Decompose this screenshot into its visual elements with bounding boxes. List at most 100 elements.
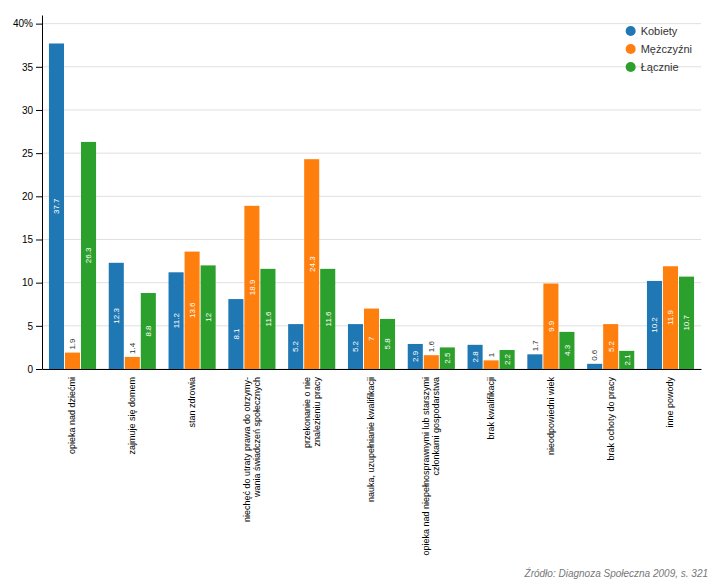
tick: niechęć do utraty prawa do otrzymy-wania… bbox=[242, 377, 262, 522]
tick: zajmuje się domem bbox=[127, 377, 137, 455]
data-label: 1.4 bbox=[128, 342, 137, 354]
tick-label: nauka, uzupełnianie kwalifikacji bbox=[366, 377, 376, 502]
bar bbox=[647, 281, 662, 369]
data-label: 18.9 bbox=[248, 279, 257, 295]
tick-label: opieka nad dziećmi bbox=[67, 377, 77, 454]
grid-line bbox=[42, 282, 701, 283]
tick-label: niechęć do utraty prawa do otrzymy-wania… bbox=[242, 377, 262, 522]
data-label: 2.2 bbox=[503, 353, 512, 365]
legend-item: Kobiety bbox=[626, 25, 678, 37]
tick: 40% bbox=[13, 18, 42, 29]
grid-line bbox=[42, 153, 701, 154]
bar bbox=[380, 319, 395, 369]
tick-label: 40% bbox=[13, 18, 33, 29]
data-label: 0.6 bbox=[590, 349, 599, 361]
tick: brak ochoty do pracy bbox=[606, 377, 616, 461]
bar bbox=[304, 159, 319, 369]
data-label: 10.2 bbox=[650, 317, 659, 333]
data-label: 13.6 bbox=[188, 302, 197, 318]
tick: 35 bbox=[22, 62, 42, 73]
bar bbox=[141, 293, 156, 369]
tick: 5 bbox=[27, 321, 42, 332]
bar bbox=[484, 360, 499, 369]
tick-mark bbox=[36, 283, 42, 284]
tick-label: inne powody bbox=[665, 377, 675, 428]
bar bbox=[228, 299, 243, 369]
bar bbox=[260, 269, 275, 369]
chart: 0510152025303540%opieka nad dziećmizajmu… bbox=[0, 0, 716, 584]
grid bbox=[42, 24, 701, 369]
bar bbox=[440, 347, 455, 369]
data-label: 12 bbox=[204, 312, 213, 321]
tick-mark bbox=[36, 67, 42, 68]
legend-marker bbox=[626, 44, 636, 54]
grid-line bbox=[42, 23, 701, 24]
data-label: 11.9 bbox=[666, 310, 675, 326]
bar bbox=[543, 284, 558, 369]
bar bbox=[468, 345, 483, 369]
bar bbox=[320, 269, 335, 369]
bar bbox=[185, 252, 200, 369]
tick-mark bbox=[36, 153, 42, 154]
tick: 0 bbox=[27, 364, 42, 375]
bar bbox=[527, 354, 542, 369]
data-label: 8.1 bbox=[232, 328, 241, 340]
data-label: 2.9 bbox=[411, 350, 420, 362]
data-label: 7 bbox=[367, 336, 376, 341]
legend-label: Łącznie bbox=[641, 61, 679, 73]
data-label: 5.2 bbox=[607, 340, 616, 352]
tick-mark bbox=[36, 24, 42, 25]
data-label: 2.1 bbox=[623, 354, 632, 366]
legend-item: Mężczyźni bbox=[626, 43, 692, 55]
data-label: 1 bbox=[487, 352, 496, 357]
data-label: 1.7 bbox=[531, 340, 540, 352]
data-label: 11.2 bbox=[172, 313, 181, 329]
tick: opieka nad niepełnosprawnymi lub starszy… bbox=[421, 377, 441, 556]
tick-mark bbox=[36, 239, 42, 240]
data-label: 5.2 bbox=[351, 340, 360, 352]
data-label: 1.9 bbox=[68, 338, 77, 350]
data-label: 37.7 bbox=[52, 198, 61, 214]
bar bbox=[619, 351, 634, 369]
data-label: 9.9 bbox=[547, 320, 556, 332]
data-label: 11.6 bbox=[264, 311, 273, 327]
bars bbox=[49, 43, 694, 369]
tick-label: nieodpowiedni wiek bbox=[546, 377, 556, 456]
data-label: 12.3 bbox=[112, 308, 121, 324]
tick-label: 20 bbox=[22, 191, 34, 202]
tick-mark bbox=[36, 196, 42, 197]
bar bbox=[125, 357, 140, 369]
bar bbox=[424, 355, 439, 369]
tick: brak kwalifikacji bbox=[486, 377, 496, 440]
tick-label: 10 bbox=[22, 277, 34, 288]
tick-label: 0 bbox=[27, 364, 33, 375]
tick: inne powody bbox=[665, 377, 675, 428]
tick-mark bbox=[36, 369, 42, 370]
legend-label: Kobiety bbox=[641, 25, 678, 37]
tick: 15 bbox=[22, 234, 42, 245]
legend-marker bbox=[626, 26, 636, 36]
bar bbox=[559, 332, 574, 369]
y-axis: 0510152025303540% bbox=[13, 16, 43, 375]
tick-label: stan zdrowia bbox=[187, 377, 197, 428]
tick: przekonanie o nieznalezieniu pracy bbox=[302, 377, 322, 449]
bar bbox=[408, 344, 423, 369]
legend-item: Łącznie bbox=[626, 61, 679, 73]
plot: 0510152025303540%opieka nad dziećmizajmu… bbox=[13, 16, 702, 556]
data-label: 10.7 bbox=[682, 314, 691, 330]
grid-line bbox=[42, 239, 701, 240]
bar bbox=[109, 263, 124, 369]
tick-label: opieka nad niepełnosprawnymi lub starszy… bbox=[421, 377, 441, 556]
bar bbox=[603, 324, 618, 369]
tick: stan zdrowia bbox=[187, 377, 197, 428]
grid-line bbox=[42, 66, 701, 67]
data-label: 4.3 bbox=[563, 344, 572, 356]
bar bbox=[288, 324, 303, 369]
axis-line bbox=[42, 16, 43, 370]
source: Źródło: Diagnoza Społeczna 2009, s. 321 bbox=[524, 567, 708, 579]
data-label: 2.5 bbox=[443, 352, 452, 364]
legend-label: Mężczyźni bbox=[641, 43, 692, 55]
data-label: 5.8 bbox=[383, 338, 392, 350]
tick-label: brak kwalifikacji bbox=[486, 377, 496, 440]
data-label: 5.2 bbox=[291, 340, 300, 352]
